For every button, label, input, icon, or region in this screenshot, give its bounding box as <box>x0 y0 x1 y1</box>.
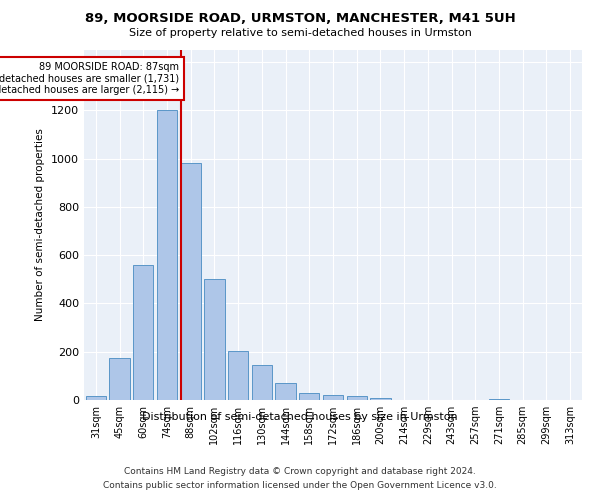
Text: Contains public sector information licensed under the Open Government Licence v3: Contains public sector information licen… <box>103 481 497 490</box>
Bar <box>157 110 177 400</box>
Text: Size of property relative to semi-detached houses in Urmston: Size of property relative to semi-detach… <box>128 28 472 38</box>
Bar <box>489 399 509 400</box>
Bar <box>205 280 224 400</box>
Bar <box>299 393 319 400</box>
Bar <box>133 265 154 400</box>
Text: Contains HM Land Registry data © Crown copyright and database right 2024.: Contains HM Land Registry data © Crown c… <box>124 468 476 476</box>
Bar <box>370 398 391 400</box>
Bar <box>181 164 201 400</box>
Bar <box>323 394 343 400</box>
Y-axis label: Number of semi-detached properties: Number of semi-detached properties <box>35 128 46 322</box>
Bar <box>228 350 248 400</box>
Text: 89 MOORSIDE ROAD: 87sqm
← 44% of semi-detached houses are smaller (1,731)
  54% : 89 MOORSIDE ROAD: 87sqm ← 44% of semi-de… <box>0 62 179 96</box>
Bar <box>109 358 130 400</box>
Text: 89, MOORSIDE ROAD, URMSTON, MANCHESTER, M41 5UH: 89, MOORSIDE ROAD, URMSTON, MANCHESTER, … <box>85 12 515 24</box>
Bar <box>86 396 106 400</box>
Bar <box>347 396 367 400</box>
Bar <box>275 383 296 400</box>
Bar <box>252 365 272 400</box>
Text: Distribution of semi-detached houses by size in Urmston: Distribution of semi-detached houses by … <box>142 412 458 422</box>
